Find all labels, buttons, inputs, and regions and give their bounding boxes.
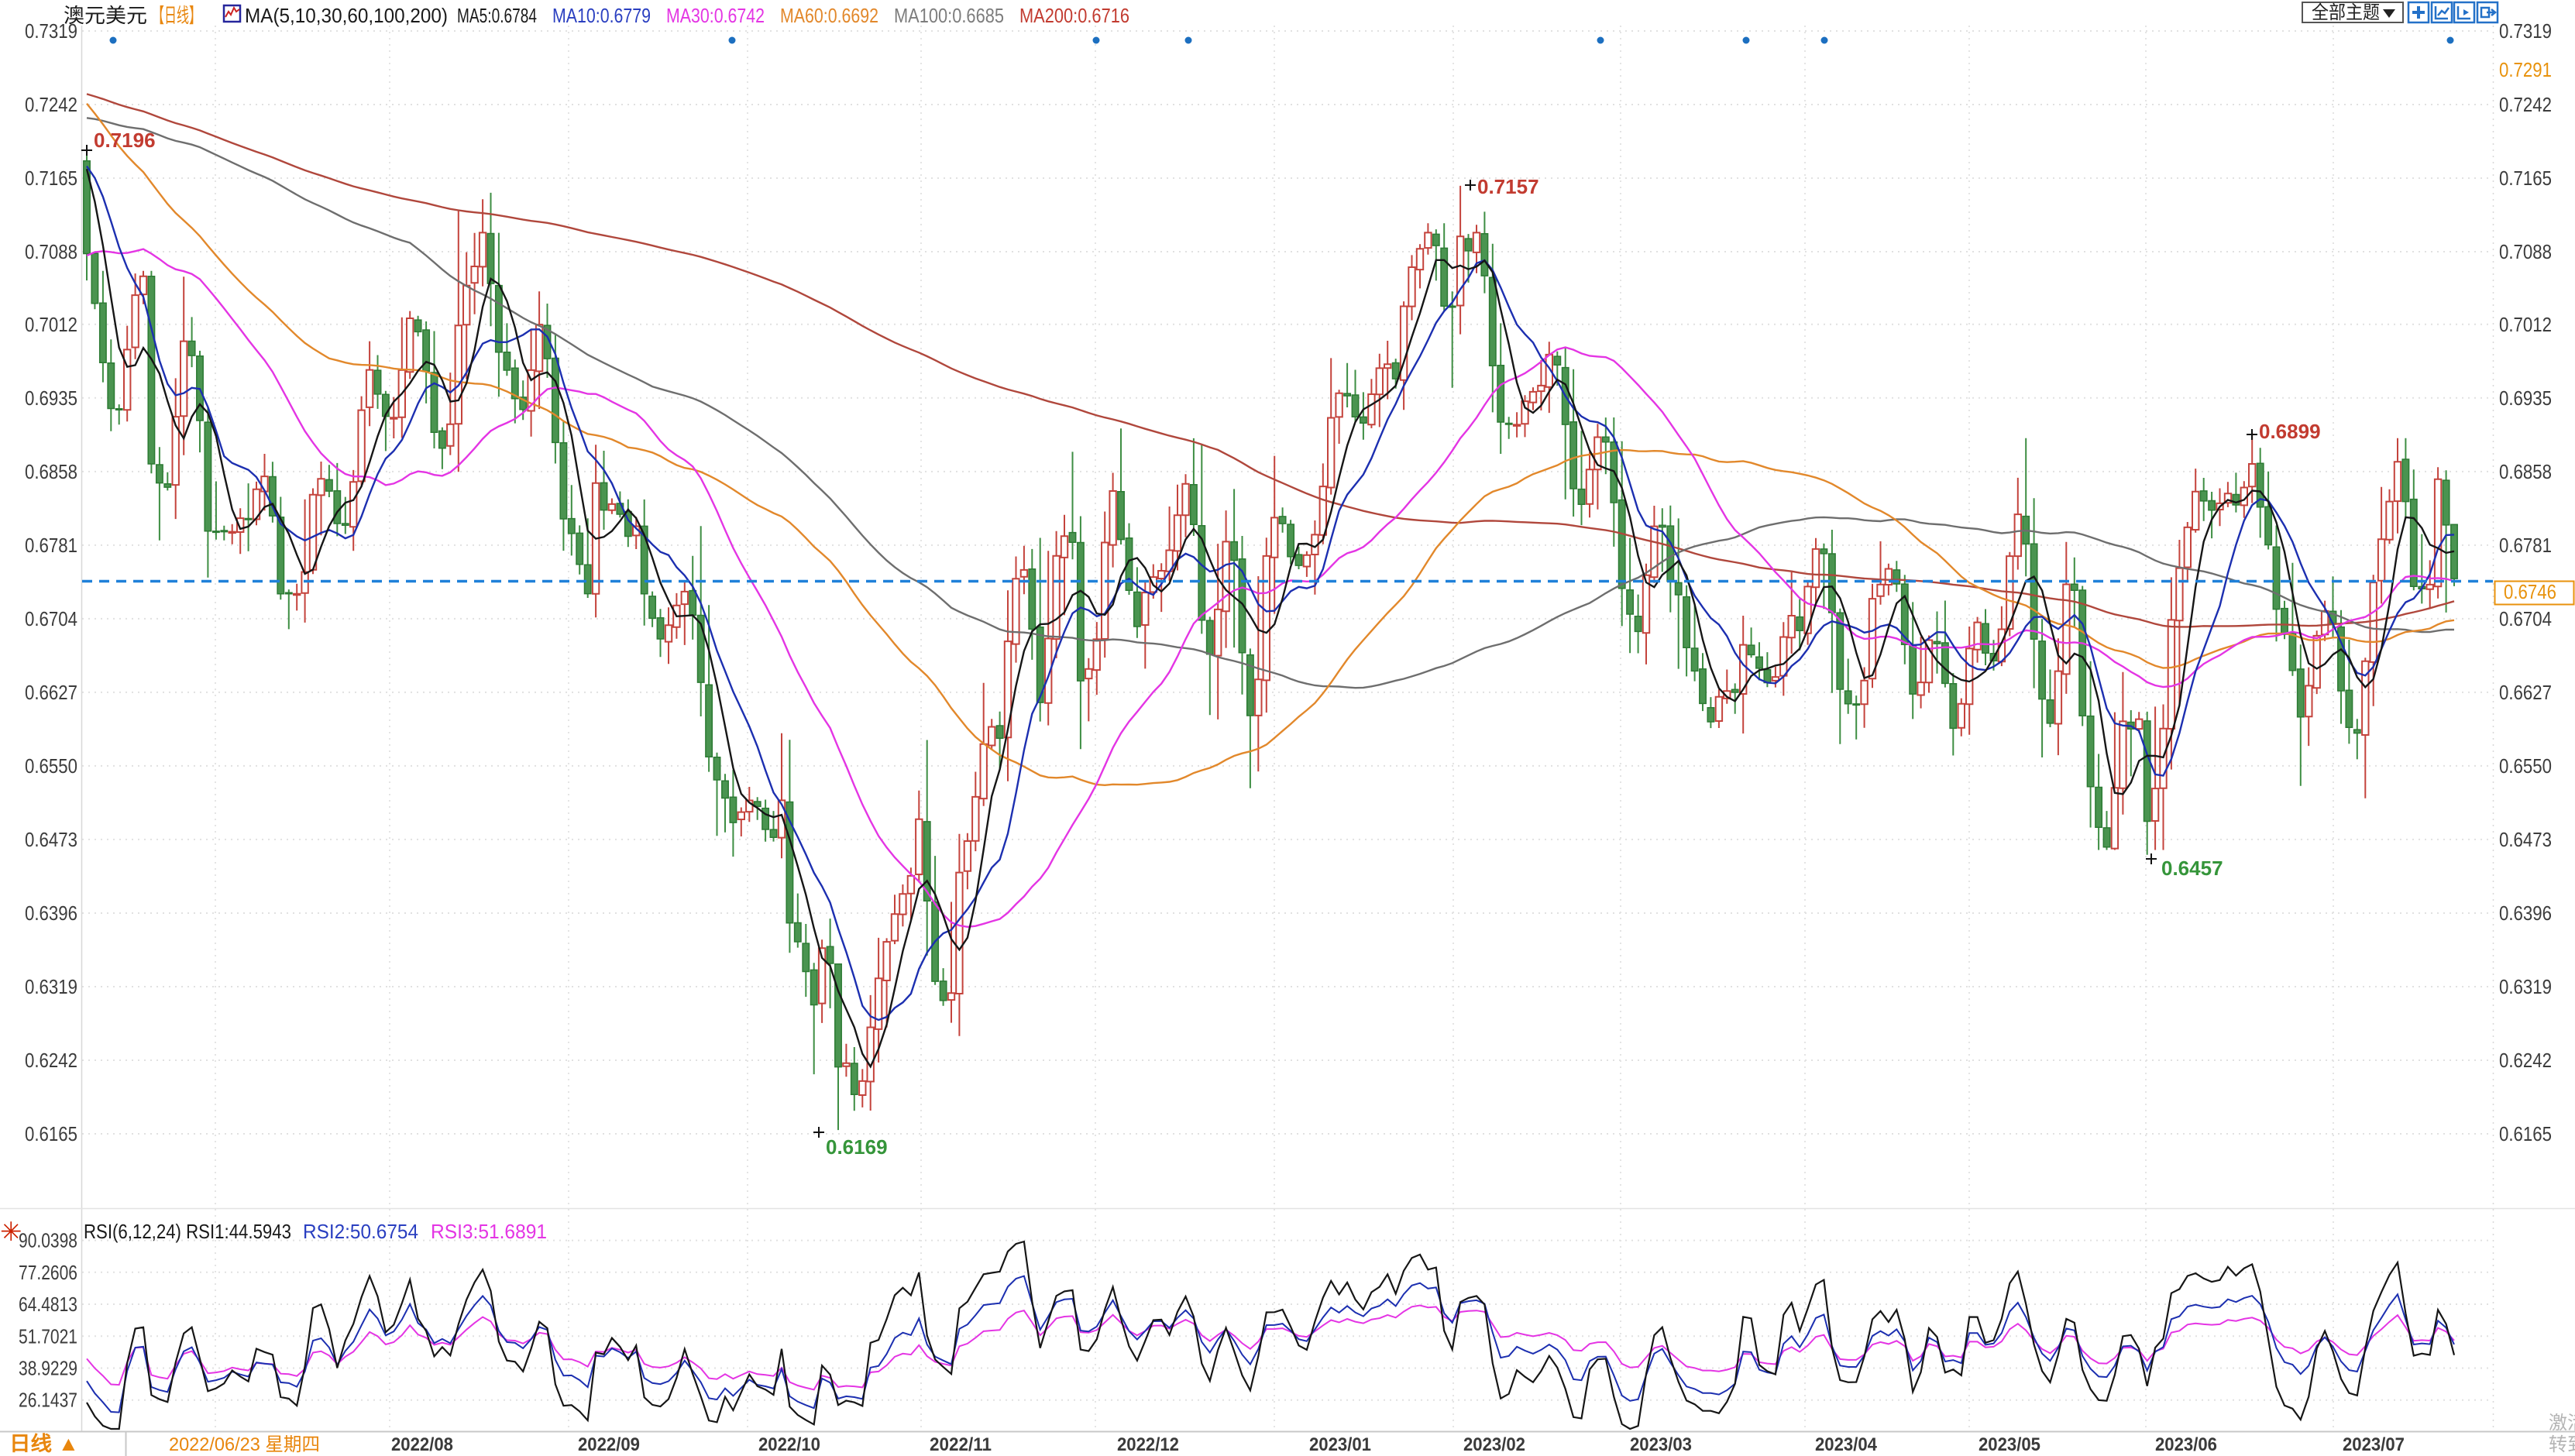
svg-text:MA100:0.6685: MA100:0.6685 <box>894 4 1004 27</box>
svg-text:0.6242: 0.6242 <box>25 1049 77 1072</box>
svg-text:0.6550: 0.6550 <box>25 754 77 778</box>
svg-text:MA(5,10,30,60,100,200): MA(5,10,30,60,100,200) <box>245 4 448 27</box>
svg-text:2022/08: 2022/08 <box>391 1434 453 1455</box>
svg-text:0.6550: 0.6550 <box>2499 754 2552 778</box>
svg-text:0.6165: 0.6165 <box>2499 1122 2552 1145</box>
svg-text:0.7242: 0.7242 <box>25 93 77 116</box>
svg-text:0.7291: 0.7291 <box>2499 58 2552 81</box>
svg-text:MA200:0.6716: MA200:0.6716 <box>1019 4 1129 27</box>
svg-text:0.6169: 0.6169 <box>826 1135 888 1159</box>
svg-text:MA30:0.6742: MA30:0.6742 <box>666 4 765 27</box>
svg-text:MA5:0.6784: MA5:0.6784 <box>457 4 537 27</box>
svg-text:0.6858: 0.6858 <box>25 460 77 483</box>
svg-text:0.7319: 0.7319 <box>2499 19 2552 43</box>
svg-text:【日线】: 【日线】 <box>152 4 201 27</box>
svg-text:38.9229: 38.9229 <box>19 1357 77 1380</box>
svg-text:0.6704: 0.6704 <box>25 607 77 630</box>
svg-text:2022/11: 2022/11 <box>930 1434 992 1455</box>
svg-text:2023/05: 2023/05 <box>1979 1434 2040 1455</box>
svg-text:0.6704: 0.6704 <box>2499 607 2552 630</box>
svg-text:MA60:0.6692: MA60:0.6692 <box>780 4 878 27</box>
svg-text:64.4813: 64.4813 <box>19 1293 77 1316</box>
svg-text:2023/06: 2023/06 <box>2155 1434 2217 1455</box>
svg-text:0.6746: 0.6746 <box>2504 580 2556 603</box>
svg-text:0.6319: 0.6319 <box>25 975 77 998</box>
svg-text:0.7157: 0.7157 <box>1477 175 1539 198</box>
svg-text:0.7319: 0.7319 <box>25 19 77 43</box>
svg-text:0.6627: 0.6627 <box>25 681 77 704</box>
svg-text:0.6396: 0.6396 <box>25 901 77 925</box>
svg-text:0.7165: 0.7165 <box>2499 167 2552 190</box>
svg-text:2023/04: 2023/04 <box>1815 1434 1878 1455</box>
svg-text:0.7012: 0.7012 <box>2499 313 2552 336</box>
svg-text:激活: 激活 <box>2549 1413 2575 1434</box>
svg-text:0.6781: 0.6781 <box>2499 534 2552 557</box>
svg-text:0.6935: 0.6935 <box>25 386 77 410</box>
svg-text:0.6627: 0.6627 <box>2499 681 2552 704</box>
svg-text:0.6165: 0.6165 <box>25 1122 77 1145</box>
svg-text:MA10:0.6779: MA10:0.6779 <box>552 4 651 27</box>
svg-text:日线 ▲: 日线 ▲ <box>9 1432 79 1455</box>
svg-text:全部主题: 全部主题 <box>2312 2 2380 23</box>
svg-text:2023/02: 2023/02 <box>1463 1434 1525 1455</box>
svg-text:2022/12: 2022/12 <box>1117 1434 1179 1455</box>
svg-text:0.6473: 0.6473 <box>2499 828 2552 851</box>
svg-text:0.7012: 0.7012 <box>25 313 77 336</box>
svg-text:0.6781: 0.6781 <box>25 534 77 557</box>
svg-text:0.6396: 0.6396 <box>2499 901 2552 925</box>
svg-text:2022/09: 2022/09 <box>578 1434 640 1455</box>
svg-text:0.6858: 0.6858 <box>2499 460 2552 483</box>
svg-text:RSI2:50.6754: RSI2:50.6754 <box>303 1220 418 1243</box>
svg-text:90.0398: 90.0398 <box>19 1229 77 1252</box>
svg-text:0.6935: 0.6935 <box>2499 386 2552 410</box>
svg-text:RSI3:51.6891: RSI3:51.6891 <box>431 1220 547 1243</box>
svg-text:转到: 转到 <box>2549 1434 2575 1455</box>
svg-text:77.2606: 77.2606 <box>19 1261 77 1284</box>
svg-text:0.6473: 0.6473 <box>25 828 77 851</box>
svg-text:0.6899: 0.6899 <box>2259 420 2321 443</box>
svg-text:澳元美元: 澳元美元 <box>64 4 147 27</box>
svg-text:0.7196: 0.7196 <box>94 129 156 152</box>
svg-text:2023/01: 2023/01 <box>1309 1434 1371 1455</box>
svg-text:2023/07: 2023/07 <box>2343 1434 2405 1455</box>
svg-text:51.7021: 51.7021 <box>19 1324 77 1348</box>
svg-text:0.7242: 0.7242 <box>2499 93 2552 116</box>
svg-text:2022/10: 2022/10 <box>758 1434 820 1455</box>
svg-text:0.6319: 0.6319 <box>2499 975 2552 998</box>
svg-text:0.7088: 0.7088 <box>2499 240 2552 263</box>
svg-text:RSI(6,12,24) RSI1:44.5943: RSI(6,12,24) RSI1:44.5943 <box>84 1220 291 1243</box>
svg-text:0.7165: 0.7165 <box>25 167 77 190</box>
svg-text:0.6457: 0.6457 <box>2161 857 2223 880</box>
svg-text:✳: ✳ <box>0 1217 22 1247</box>
svg-text:0.6242: 0.6242 <box>2499 1049 2552 1072</box>
svg-text:2023/03: 2023/03 <box>1630 1434 1692 1455</box>
svg-text:0.7088: 0.7088 <box>25 240 77 263</box>
svg-text:26.1437: 26.1437 <box>19 1389 77 1412</box>
svg-text:2022/06/23 星期四: 2022/06/23 星期四 <box>169 1434 320 1455</box>
